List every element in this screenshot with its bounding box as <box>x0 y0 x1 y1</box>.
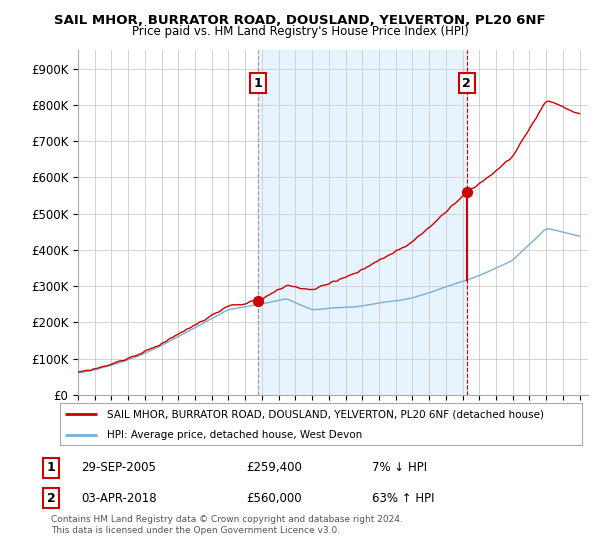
Text: 63% ↑ HPI: 63% ↑ HPI <box>372 492 434 505</box>
Text: SAIL MHOR, BURRATOR ROAD, DOUSLAND, YELVERTON, PL20 6NF (detached house): SAIL MHOR, BURRATOR ROAD, DOUSLAND, YELV… <box>107 409 544 419</box>
Text: 1: 1 <box>47 461 55 474</box>
Text: 29-SEP-2005: 29-SEP-2005 <box>81 461 156 474</box>
Text: Contains HM Land Registry data © Crown copyright and database right 2024.
This d: Contains HM Land Registry data © Crown c… <box>51 515 403 535</box>
Text: SAIL MHOR, BURRATOR ROAD, DOUSLAND, YELVERTON, PL20 6NF: SAIL MHOR, BURRATOR ROAD, DOUSLAND, YELV… <box>54 14 546 27</box>
Text: £259,400: £259,400 <box>246 461 302 474</box>
Text: 7% ↓ HPI: 7% ↓ HPI <box>372 461 427 474</box>
Point <box>462 187 472 196</box>
Point <box>253 296 263 305</box>
Text: 03-APR-2018: 03-APR-2018 <box>81 492 157 505</box>
Text: 2: 2 <box>47 492 55 505</box>
Bar <box>258 50 467 395</box>
Text: 2: 2 <box>463 77 471 90</box>
Text: £560,000: £560,000 <box>246 492 302 505</box>
Text: Price paid vs. HM Land Registry's House Price Index (HPI): Price paid vs. HM Land Registry's House … <box>131 25 469 38</box>
Text: 1: 1 <box>253 77 262 90</box>
Text: HPI: Average price, detached house, West Devon: HPI: Average price, detached house, West… <box>107 430 362 440</box>
